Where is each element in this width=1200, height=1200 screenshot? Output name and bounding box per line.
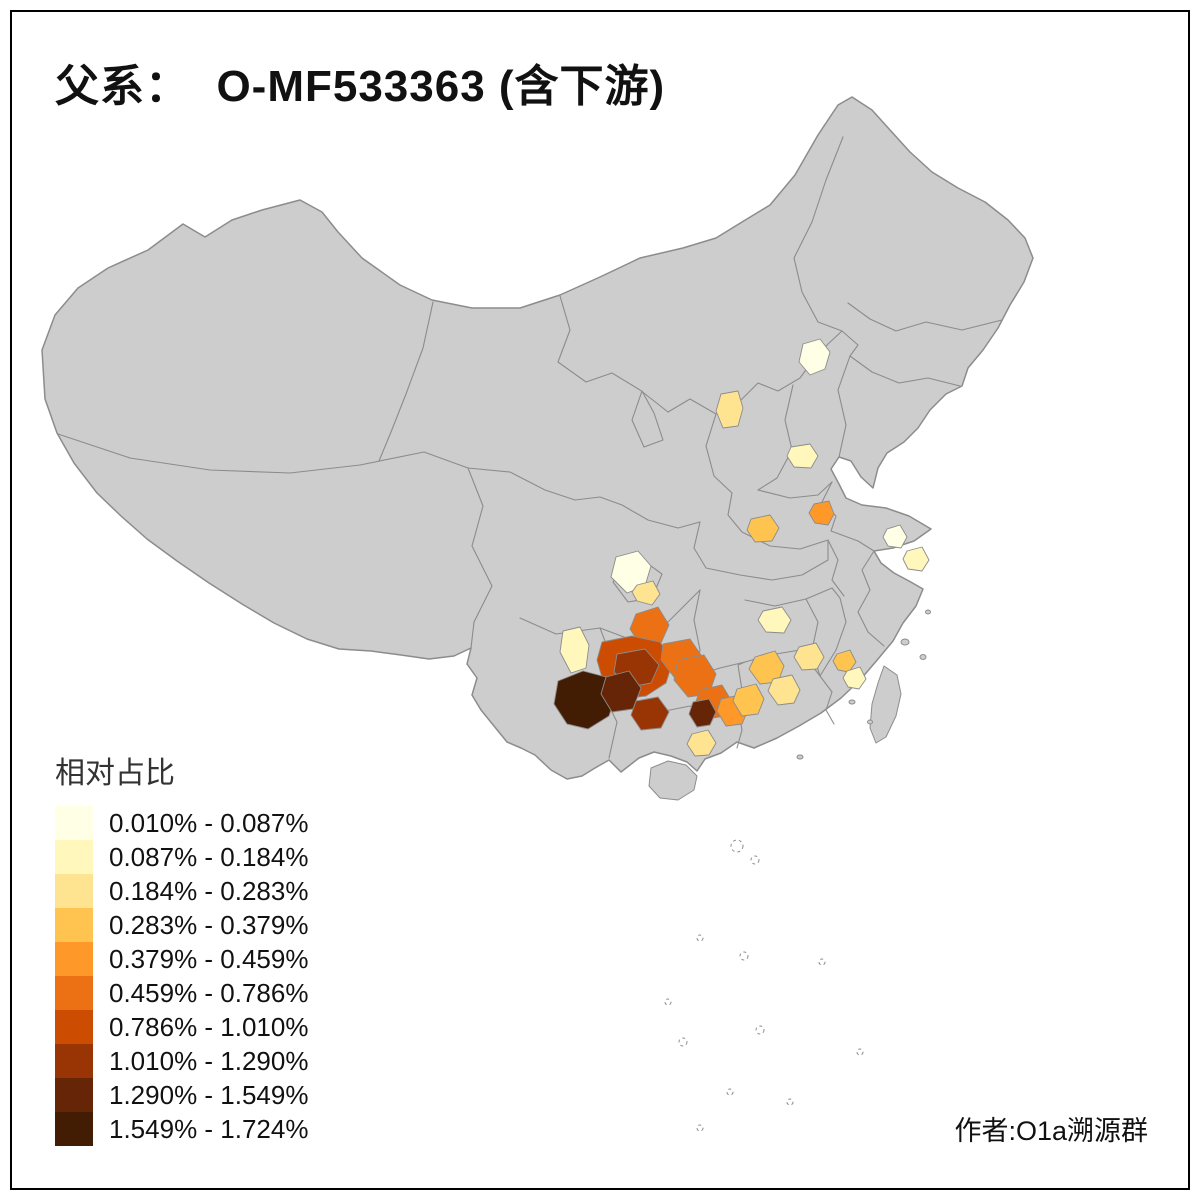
prefecture-region <box>715 390 744 429</box>
prefecture-region <box>559 626 590 674</box>
islet <box>919 654 927 660</box>
islet <box>796 754 804 760</box>
prefecture-region <box>757 606 792 634</box>
legend-label: 0.087% - 0.184% <box>109 841 309 872</box>
prefecture-region <box>767 674 801 706</box>
legend-label: 0.010% - 0.087% <box>109 807 309 838</box>
south-china-sea-islands <box>664 839 864 1132</box>
author-credit: 作者:O1a溯源群 <box>954 1116 1148 1146</box>
legend-label: 0.786% - 1.010% <box>109 1011 309 1042</box>
legend-swatch <box>55 1078 93 1112</box>
prefecture-region <box>786 443 819 469</box>
legend-item: 1.290% - 1.549% <box>55 1078 308 1112</box>
legend-label: 1.010% - 1.290% <box>109 1045 309 1076</box>
taiwan-island <box>869 665 902 744</box>
island-group <box>818 958 826 966</box>
prefecture-region <box>553 670 617 730</box>
island-group <box>726 1088 734 1096</box>
legend-label: 1.290% - 1.549% <box>109 1079 309 1110</box>
legend-item: 0.283% - 0.379% <box>55 908 308 942</box>
hainan-island <box>648 760 698 801</box>
legend-item: 1.549% - 1.724% <box>55 1112 308 1146</box>
prefecture-region <box>793 642 825 671</box>
prefecture-region <box>798 338 831 376</box>
islet <box>867 719 873 725</box>
map-title: 父系： O-MF533363 (含下游) <box>55 62 666 111</box>
legend-item: 0.010% - 0.087% <box>55 806 308 840</box>
legend-item: 0.459% - 0.786% <box>55 976 308 1010</box>
legend-swatch <box>55 1044 93 1078</box>
legend-swatch <box>55 874 93 908</box>
prefecture-region <box>732 683 765 717</box>
mainland-landmass <box>41 96 1034 801</box>
legend-swatch <box>55 806 93 840</box>
legend-label: 0.283% - 0.379% <box>109 909 309 940</box>
island-group <box>739 951 749 961</box>
island-group <box>856 1048 864 1056</box>
china-mainland-outline <box>41 96 1034 780</box>
island-group <box>696 1124 704 1132</box>
legend-title: 相对占比 <box>55 757 175 790</box>
legend-swatch <box>55 840 93 874</box>
island-group <box>786 1098 794 1106</box>
legend-swatch <box>55 908 93 942</box>
island-group <box>678 1037 688 1047</box>
legend-swatch <box>55 942 93 976</box>
island-group <box>730 839 744 853</box>
prefecture-region <box>882 524 908 549</box>
colored-prefectures <box>553 338 930 757</box>
province-borders <box>57 136 1003 759</box>
legend: 相对占比 0.010% - 0.087% 0.087% - 0.184% 0.1… <box>55 748 308 1146</box>
legend-label: 0.459% - 0.786% <box>109 977 309 1008</box>
legend-label: 1.549% - 1.724% <box>109 1113 309 1144</box>
prefecture-region <box>688 698 717 728</box>
legend-item: 0.184% - 0.283% <box>55 874 308 908</box>
prefecture-region <box>842 666 867 690</box>
prefecture-region <box>630 696 670 731</box>
legend-swatch <box>55 976 93 1010</box>
legend-label: 0.184% - 0.283% <box>109 875 309 906</box>
prefecture-region <box>686 729 717 757</box>
legend-item: 1.010% - 1.290% <box>55 1044 308 1078</box>
legend-item: 0.379% - 0.459% <box>55 942 308 976</box>
legend-item: 0.087% - 0.184% <box>55 840 308 874</box>
island-group <box>750 855 760 865</box>
islet <box>900 638 910 646</box>
prefecture-region <box>746 514 780 543</box>
prefecture-region <box>631 580 661 606</box>
legend-item: 0.786% - 1.010% <box>55 1010 308 1044</box>
island-group <box>696 934 704 942</box>
legend-swatch <box>55 1010 93 1044</box>
prefecture-region <box>808 500 835 526</box>
legend-label: 0.379% - 0.459% <box>109 943 309 974</box>
islet <box>848 699 856 705</box>
coastal-islets <box>796 609 931 760</box>
legend-swatch <box>55 1112 93 1146</box>
island-group <box>755 1025 765 1035</box>
islet <box>925 609 931 615</box>
prefecture-region <box>902 546 930 572</box>
island-group <box>664 998 672 1006</box>
